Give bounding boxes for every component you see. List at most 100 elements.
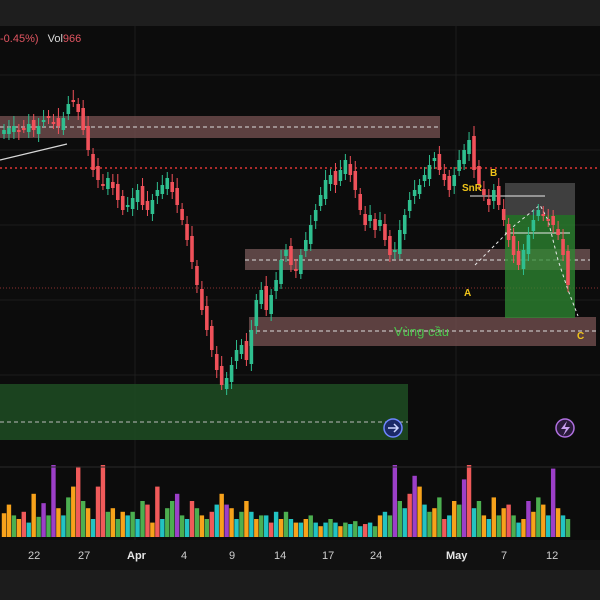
candle[interactable] <box>491 184 496 209</box>
candle[interactable] <box>393 242 397 259</box>
candle[interactable] <box>170 174 175 199</box>
candle[interactable] <box>56 108 61 134</box>
candle[interactable] <box>219 356 224 390</box>
chart-area[interactable] <box>0 26 600 540</box>
candle[interactable] <box>482 181 486 201</box>
candle[interactable] <box>175 178 179 213</box>
candle[interactable] <box>477 160 481 190</box>
candle[interactable] <box>91 148 95 177</box>
candle[interactable] <box>536 204 541 221</box>
candle[interactable] <box>299 249 303 279</box>
candle[interactable] <box>442 164 447 186</box>
candle[interactable] <box>86 116 90 156</box>
candle[interactable] <box>417 179 422 199</box>
candle[interactable] <box>526 227 531 261</box>
candle[interactable] <box>343 154 348 180</box>
zone-middle[interactable] <box>245 249 590 270</box>
candle[interactable] <box>51 114 56 129</box>
candle[interactable] <box>274 272 278 299</box>
candle[interactable] <box>130 188 135 216</box>
candle[interactable] <box>234 340 239 369</box>
candle[interactable] <box>348 156 353 182</box>
candle[interactable] <box>472 126 476 178</box>
candle[interactable] <box>551 210 555 233</box>
candle[interactable] <box>269 289 273 321</box>
candle[interactable] <box>61 112 66 135</box>
candle[interactable] <box>71 90 76 107</box>
candle[interactable] <box>373 213 377 238</box>
position-target-zone[interactable] <box>505 215 575 318</box>
candle[interactable] <box>388 230 392 262</box>
candle[interactable] <box>378 212 382 231</box>
candle[interactable] <box>353 161 358 198</box>
candle[interactable] <box>7 120 11 140</box>
time-axis[interactable] <box>0 540 600 570</box>
candle[interactable] <box>254 294 259 334</box>
candle[interactable] <box>566 245 570 292</box>
candle[interactable] <box>209 320 214 357</box>
candle[interactable] <box>383 214 387 246</box>
candle[interactable] <box>160 175 165 199</box>
candle[interactable] <box>338 160 343 186</box>
candle[interactable] <box>496 178 501 210</box>
candle[interactable] <box>506 218 511 247</box>
candle[interactable] <box>561 229 565 261</box>
candle[interactable] <box>120 190 125 215</box>
candle[interactable] <box>31 114 36 137</box>
candle[interactable] <box>412 180 417 204</box>
candle[interactable] <box>135 184 140 210</box>
candle[interactable] <box>427 155 432 186</box>
candle[interactable] <box>224 372 229 395</box>
candle[interactable] <box>76 98 81 120</box>
candle[interactable] <box>264 276 269 316</box>
candle[interactable] <box>21 120 26 133</box>
candle[interactable] <box>165 172 170 195</box>
candle[interactable] <box>358 188 363 215</box>
candle[interactable] <box>195 260 199 293</box>
candle[interactable] <box>214 346 219 378</box>
demand-zone-green[interactable] <box>0 384 408 440</box>
candle[interactable] <box>452 167 457 194</box>
candle[interactable] <box>487 189 491 212</box>
candle[interactable] <box>239 339 244 359</box>
candle[interactable] <box>363 206 367 231</box>
candle[interactable] <box>66 96 71 120</box>
candle[interactable] <box>289 238 293 272</box>
candle[interactable] <box>200 281 204 315</box>
candle[interactable] <box>190 226 194 269</box>
candle[interactable] <box>259 282 264 309</box>
candle[interactable] <box>26 114 31 138</box>
candle[interactable] <box>467 132 471 161</box>
candle[interactable] <box>125 197 130 212</box>
candle[interactable] <box>462 144 466 170</box>
candle[interactable] <box>328 169 333 191</box>
candlesticks[interactable] <box>2 90 570 395</box>
candle[interactable] <box>180 203 184 225</box>
candle[interactable] <box>185 216 189 246</box>
candle[interactable] <box>145 191 150 216</box>
candle[interactable] <box>205 296 209 336</box>
candle[interactable] <box>511 228 516 263</box>
candle[interactable] <box>541 206 546 221</box>
candle[interactable] <box>2 124 6 139</box>
candle[interactable] <box>17 124 21 140</box>
candle[interactable] <box>318 187 323 211</box>
candle[interactable] <box>432 152 437 169</box>
candle[interactable] <box>115 174 120 208</box>
candle[interactable] <box>249 320 254 371</box>
candle[interactable] <box>303 232 308 257</box>
candle[interactable] <box>41 110 46 127</box>
candle[interactable] <box>546 209 551 227</box>
candle[interactable] <box>447 170 452 197</box>
candle[interactable] <box>150 194 155 221</box>
event-icon-lightning[interactable] <box>555 418 575 438</box>
candle[interactable] <box>313 204 318 229</box>
candle[interactable] <box>155 182 160 204</box>
candle[interactable] <box>244 333 249 366</box>
candle[interactable] <box>140 178 145 210</box>
candle[interactable] <box>111 174 115 195</box>
candle[interactable] <box>402 209 407 240</box>
candle[interactable] <box>437 146 442 175</box>
candle[interactable] <box>531 210 536 239</box>
